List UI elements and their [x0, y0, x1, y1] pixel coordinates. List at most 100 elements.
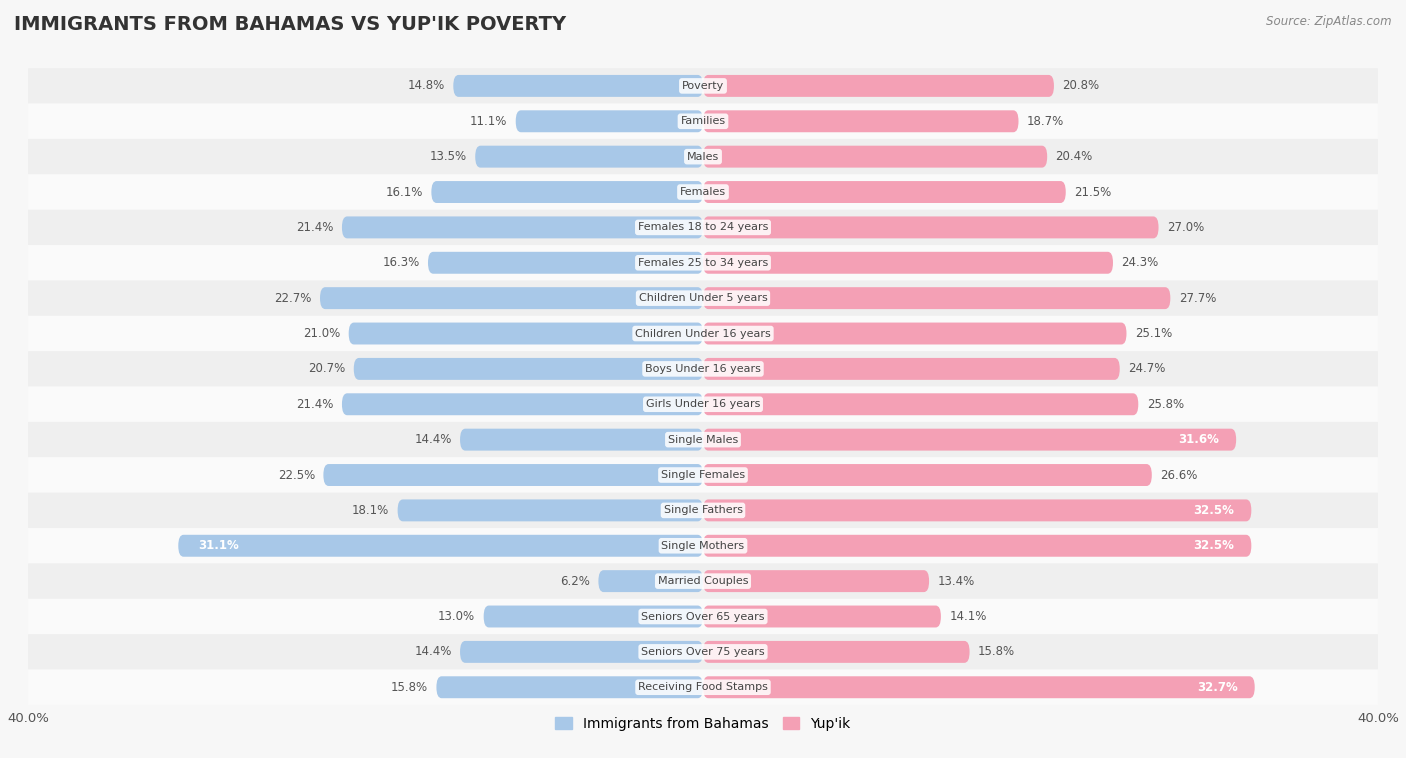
Text: 31.6%: 31.6% [1178, 433, 1219, 446]
Text: 20.4%: 20.4% [1056, 150, 1092, 163]
FancyBboxPatch shape [321, 287, 703, 309]
FancyBboxPatch shape [28, 280, 1378, 316]
Text: 20.8%: 20.8% [1063, 80, 1099, 92]
FancyBboxPatch shape [28, 387, 1378, 422]
FancyBboxPatch shape [516, 111, 703, 132]
FancyBboxPatch shape [28, 139, 1378, 174]
FancyBboxPatch shape [28, 457, 1378, 493]
Text: 24.3%: 24.3% [1122, 256, 1159, 269]
FancyBboxPatch shape [703, 500, 1251, 522]
FancyBboxPatch shape [703, 464, 1152, 486]
Text: Females 18 to 24 years: Females 18 to 24 years [638, 222, 768, 233]
Text: 13.5%: 13.5% [430, 150, 467, 163]
Text: Females: Females [681, 187, 725, 197]
FancyBboxPatch shape [28, 210, 1378, 245]
Text: Females 25 to 34 years: Females 25 to 34 years [638, 258, 768, 268]
Text: Males: Males [688, 152, 718, 161]
FancyBboxPatch shape [28, 634, 1378, 669]
FancyBboxPatch shape [28, 669, 1378, 705]
FancyBboxPatch shape [703, 252, 1114, 274]
Text: IMMIGRANTS FROM BAHAMAS VS YUP'IK POVERTY: IMMIGRANTS FROM BAHAMAS VS YUP'IK POVERT… [14, 15, 567, 34]
Legend: Immigrants from Bahamas, Yup'ik: Immigrants from Bahamas, Yup'ik [550, 711, 856, 736]
FancyBboxPatch shape [436, 676, 703, 698]
FancyBboxPatch shape [703, 570, 929, 592]
FancyBboxPatch shape [703, 75, 1054, 97]
FancyBboxPatch shape [28, 245, 1378, 280]
FancyBboxPatch shape [28, 528, 1378, 563]
FancyBboxPatch shape [323, 464, 703, 486]
FancyBboxPatch shape [354, 358, 703, 380]
Text: 11.1%: 11.1% [470, 114, 508, 128]
FancyBboxPatch shape [599, 570, 703, 592]
Text: 22.5%: 22.5% [278, 468, 315, 481]
FancyBboxPatch shape [398, 500, 703, 522]
FancyBboxPatch shape [703, 676, 1254, 698]
FancyBboxPatch shape [349, 323, 703, 344]
FancyBboxPatch shape [432, 181, 703, 203]
FancyBboxPatch shape [703, 429, 1236, 450]
Text: 14.4%: 14.4% [415, 433, 451, 446]
FancyBboxPatch shape [460, 429, 703, 450]
Text: 15.8%: 15.8% [979, 645, 1015, 659]
Text: Boys Under 16 years: Boys Under 16 years [645, 364, 761, 374]
Text: Source: ZipAtlas.com: Source: ZipAtlas.com [1267, 15, 1392, 28]
FancyBboxPatch shape [703, 323, 1126, 344]
Text: 16.1%: 16.1% [385, 186, 423, 199]
FancyBboxPatch shape [475, 146, 703, 168]
FancyBboxPatch shape [28, 174, 1378, 210]
Text: Single Females: Single Females [661, 470, 745, 480]
FancyBboxPatch shape [342, 393, 703, 415]
FancyBboxPatch shape [179, 535, 703, 556]
Text: 14.1%: 14.1% [949, 610, 987, 623]
Text: 32.7%: 32.7% [1197, 681, 1237, 694]
FancyBboxPatch shape [28, 493, 1378, 528]
Text: 15.8%: 15.8% [391, 681, 427, 694]
Text: Seniors Over 65 years: Seniors Over 65 years [641, 612, 765, 622]
Text: 24.7%: 24.7% [1128, 362, 1166, 375]
Text: 13.4%: 13.4% [938, 575, 974, 587]
FancyBboxPatch shape [460, 641, 703, 662]
Text: Single Mothers: Single Mothers [661, 540, 745, 551]
Text: 14.8%: 14.8% [408, 80, 444, 92]
Text: 16.3%: 16.3% [382, 256, 419, 269]
FancyBboxPatch shape [28, 422, 1378, 457]
FancyBboxPatch shape [28, 599, 1378, 634]
FancyBboxPatch shape [28, 563, 1378, 599]
Text: 21.0%: 21.0% [304, 327, 340, 340]
Text: 22.7%: 22.7% [274, 292, 312, 305]
Text: Seniors Over 75 years: Seniors Over 75 years [641, 647, 765, 657]
FancyBboxPatch shape [28, 104, 1378, 139]
Text: 32.5%: 32.5% [1194, 504, 1234, 517]
Text: 14.4%: 14.4% [415, 645, 451, 659]
Text: 26.6%: 26.6% [1160, 468, 1198, 481]
Text: Children Under 16 years: Children Under 16 years [636, 328, 770, 339]
Text: Children Under 5 years: Children Under 5 years [638, 293, 768, 303]
FancyBboxPatch shape [28, 68, 1378, 104]
Text: Single Fathers: Single Fathers [664, 506, 742, 515]
Text: 18.1%: 18.1% [352, 504, 389, 517]
Text: 31.1%: 31.1% [198, 539, 239, 553]
Text: 21.4%: 21.4% [297, 398, 333, 411]
FancyBboxPatch shape [342, 217, 703, 238]
FancyBboxPatch shape [484, 606, 703, 628]
Text: 27.7%: 27.7% [1178, 292, 1216, 305]
FancyBboxPatch shape [28, 351, 1378, 387]
FancyBboxPatch shape [703, 287, 1170, 309]
FancyBboxPatch shape [427, 252, 703, 274]
Text: 20.7%: 20.7% [308, 362, 346, 375]
Text: 32.5%: 32.5% [1194, 539, 1234, 553]
FancyBboxPatch shape [703, 217, 1159, 238]
FancyBboxPatch shape [703, 146, 1047, 168]
Text: Married Couples: Married Couples [658, 576, 748, 586]
Text: 6.2%: 6.2% [560, 575, 591, 587]
Text: 25.1%: 25.1% [1135, 327, 1173, 340]
Text: 18.7%: 18.7% [1026, 114, 1064, 128]
FancyBboxPatch shape [703, 111, 1018, 132]
Text: 27.0%: 27.0% [1167, 221, 1204, 234]
FancyBboxPatch shape [703, 641, 970, 662]
Text: Families: Families [681, 116, 725, 127]
Text: 21.5%: 21.5% [1074, 186, 1111, 199]
FancyBboxPatch shape [703, 358, 1119, 380]
Text: 25.8%: 25.8% [1147, 398, 1184, 411]
FancyBboxPatch shape [703, 606, 941, 628]
